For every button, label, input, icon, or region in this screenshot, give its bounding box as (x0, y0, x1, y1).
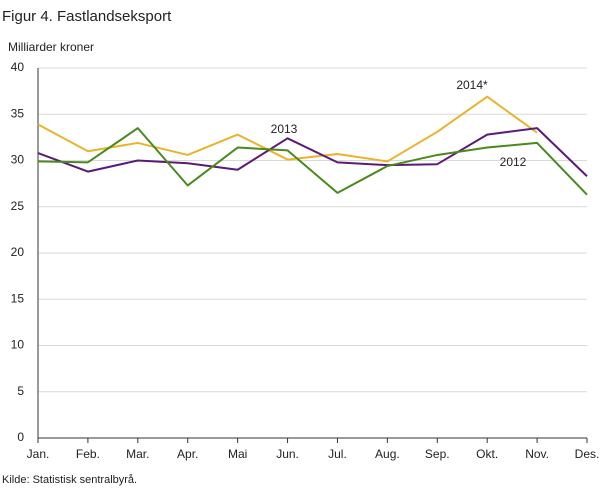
series-label: 2012 (500, 155, 527, 169)
series-line (37, 95, 538, 163)
x-tick-label: Mai (228, 447, 247, 461)
x-tick-label: Mar. (126, 447, 149, 461)
x-tick-label: Nov. (525, 447, 549, 461)
y-tick-label: 40 (11, 60, 25, 74)
x-tick-label: Okt. (476, 447, 498, 461)
x-tick-label: Aug. (375, 447, 400, 461)
y-tick-label: 10 (11, 338, 25, 352)
y-tick-label: 35 (11, 106, 25, 120)
x-tick-label: Sep. (425, 447, 450, 461)
x-tick-label: Jan. (27, 447, 50, 461)
x-tick-label: Jun. (276, 447, 299, 461)
x-tick-label: Apr. (177, 447, 198, 461)
y-tick-label: 15 (11, 291, 25, 305)
y-tick-label: 25 (11, 199, 25, 213)
series-line (37, 127, 588, 177)
y-tick-label: 0 (17, 430, 24, 444)
x-tick-label: Des. (575, 447, 600, 461)
series-label: 2014* (456, 78, 488, 92)
y-tick-label: 30 (11, 153, 25, 167)
y-tick-label: 5 (17, 384, 24, 398)
x-tick-label: Jul. (328, 447, 347, 461)
chart-title: Figur 4. Fastlandseksport (2, 8, 172, 25)
y-tick-label: 20 (11, 245, 25, 259)
series-line (37, 127, 588, 196)
x-tick-label: Feb. (76, 447, 100, 461)
y-axis-label: Milliarder kroner (8, 40, 94, 54)
source: Kilde: Statistisk sentralbyrå. (2, 474, 137, 486)
series-label: 2013 (271, 122, 298, 136)
